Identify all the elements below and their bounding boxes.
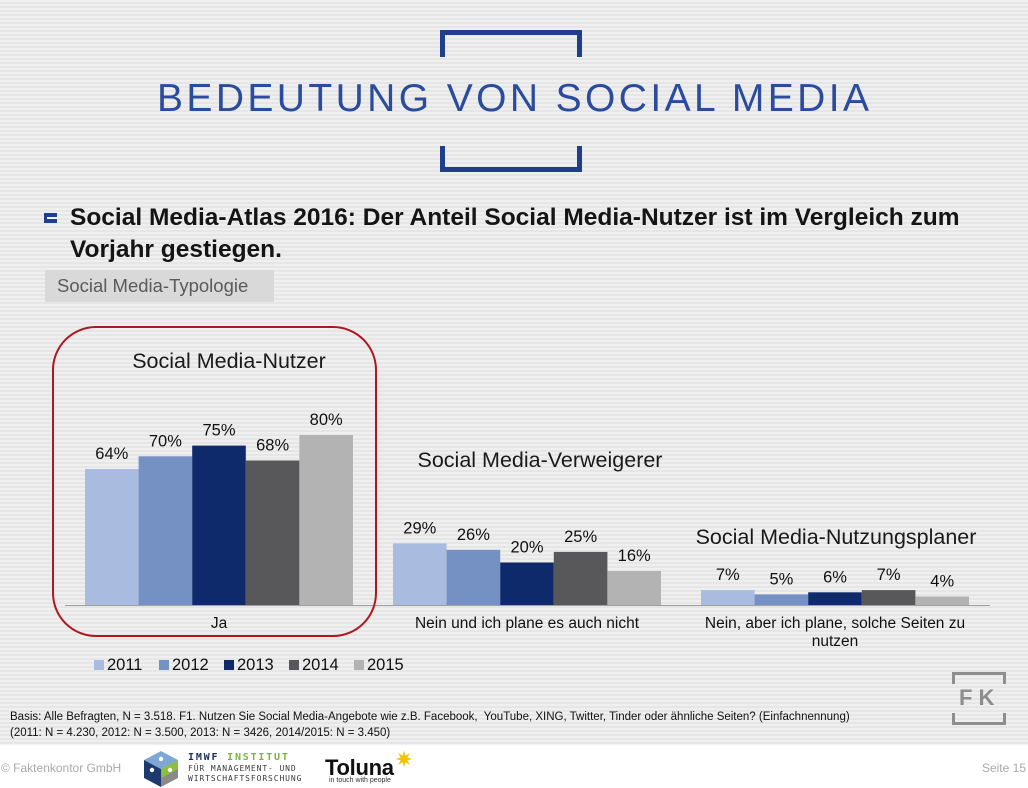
imwf-line-2: FÜR MANAGEMENT- UND (188, 764, 297, 773)
fk-logo: FK (959, 685, 1001, 710)
fk-logo-frame-bottom (952, 713, 1006, 725)
legend-label-2013: 2013 (237, 656, 274, 674)
section-tag: Social Media-Typologie (45, 270, 274, 302)
bar-2011-nein-aber (701, 590, 755, 605)
bar-2014-nein (553, 551, 608, 605)
bar-2013-nein (500, 562, 554, 605)
group-title-nutzer: Social Media-Nutzer (132, 349, 326, 373)
imwf-name: IMWF (188, 752, 220, 763)
category-label-nein: Nein und ich plane es auch nicht (414, 615, 640, 632)
imwf-logo-text: IMWF INSTITUT FÜR MANAGEMENT- UND WIRTSC… (188, 752, 302, 783)
group-title-nutzungsplaner: Social Media-Nutzungsplaner (695, 525, 977, 549)
page-number: Seite 15 (981, 761, 1026, 775)
value-label-2015-nein-aber: 4% (930, 573, 954, 591)
bar-2012-nein-aber (754, 594, 809, 605)
value-label-2014-nein: 25% (564, 528, 597, 546)
legend-swatch-2011 (94, 660, 104, 670)
bar-2015-nein (607, 571, 661, 605)
slide-title: BEDEUTUNG VON SOCIAL MEDIA (157, 77, 873, 120)
value-label-2014-nein-aber: 7% (877, 566, 901, 584)
bar-2011-nein (393, 543, 447, 605)
category-label-nein-aber: Nein, aber ich plane, solche Seiten zu n… (704, 615, 966, 650)
bar-2015-nein-aber (915, 596, 969, 605)
chart-legend: 2011 2012 2013 2014 2015 (94, 655, 419, 675)
headline: Social Media-Atlas 2016: Der Anteil Soci… (70, 204, 960, 263)
bar-2013-nein-aber (808, 592, 862, 606)
legend-label-2011: 2011 (107, 656, 143, 674)
value-label-2015-nein: 16% (618, 547, 651, 565)
value-label-2011-nein-aber: 7% (716, 566, 740, 584)
category-label-ja: Ja (210, 615, 228, 632)
value-label-2013-nein: 20% (510, 539, 543, 557)
imwf-logo-icon (144, 751, 178, 787)
legend-label-2014: 2014 (302, 656, 339, 674)
group-title-verweigerer: Social Media-Verweigerer (417, 448, 663, 472)
legend-item-2014: 2014 (289, 655, 354, 675)
legend-swatch-2014 (289, 660, 299, 670)
footnote-line-1: Basis: Alle Befragten, N = 3.518. F1. Nu… (10, 711, 850, 723)
legend-label-2015: 2015 (367, 656, 404, 674)
legend-label-2012: 2012 (172, 656, 209, 674)
footnote-line-2: (2011: N = 4.230, 2012: N = 3.500, 2013:… (10, 727, 391, 739)
title-frame-bottom (440, 146, 582, 172)
toluna-tagline: in touch with people (329, 777, 391, 784)
value-label-2013-nein-aber: 6% (823, 568, 847, 586)
bullet-icon (44, 213, 57, 223)
highlight-frame (52, 326, 377, 637)
imwf-line-3: WIRTSCHAFTSFORSCHUNG (188, 773, 303, 783)
value-label-2011-nein: 29% (403, 519, 436, 537)
copyright: © Faktenkontor GmbH (1, 761, 122, 775)
legend-swatch-2012 (159, 660, 169, 670)
toluna-logo: Toluna (325, 755, 394, 780)
value-label-2012-nein-aber: 5% (769, 570, 793, 588)
imwf-line-1: IMWF INSTITUT (188, 752, 302, 764)
legend-swatch-2013 (224, 660, 234, 670)
title-frame-top (440, 30, 582, 57)
imwf-institut: INSTITUT (227, 752, 290, 763)
bar-2012-nein (446, 549, 501, 606)
legend-item-2011: 2011 (94, 655, 159, 675)
bar-2014-nein-aber (861, 590, 916, 605)
fk-logo-frame-top (952, 672, 1006, 684)
value-label-2012-nein: 26% (457, 526, 490, 544)
toluna-star-icon (395, 750, 413, 768)
legend-item-2013: 2013 (224, 655, 289, 675)
legend-item-2012: 2012 (159, 655, 224, 675)
legend-swatch-2015 (354, 660, 364, 670)
legend-item-2015: 2015 (354, 655, 419, 675)
footnote: Basis: Alle Befragten, N = 3.518. F1. Nu… (10, 709, 850, 741)
